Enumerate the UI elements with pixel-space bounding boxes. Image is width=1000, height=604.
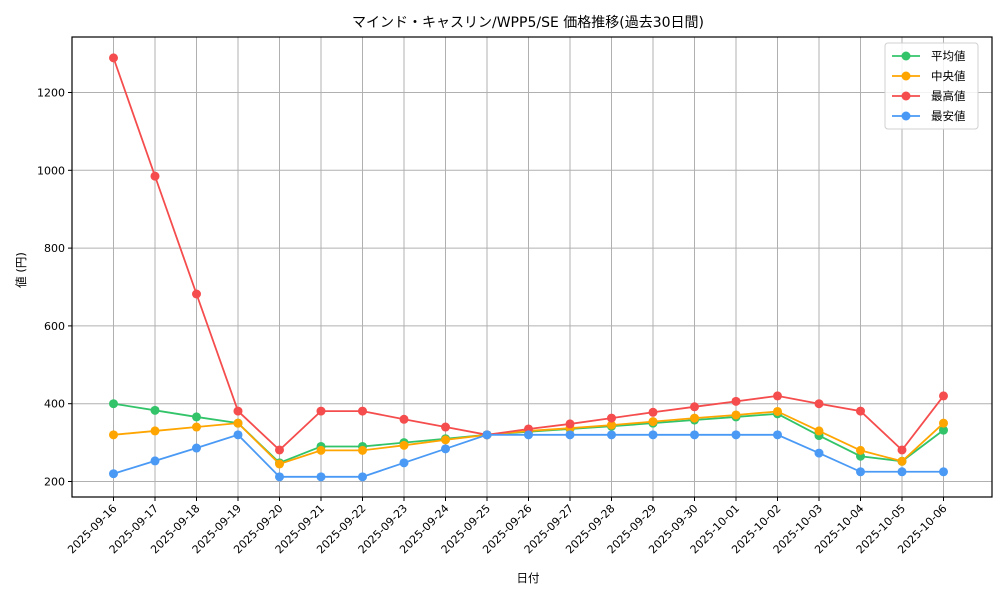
data-point [150, 426, 160, 436]
data-point [565, 419, 575, 429]
data-point [814, 448, 824, 458]
data-point [648, 430, 658, 440]
data-point [109, 399, 118, 409]
x-axis-ticks: 2025-09-162025-09-172025-09-182025-09-19… [65, 497, 950, 556]
y-axis-ticks: 200 400 600 800 1000 1200 [37, 87, 72, 489]
data-point [773, 391, 782, 401]
legend-marker-icon [901, 71, 911, 81]
y-axis-label: 値 (円) [14, 252, 28, 288]
data-point [648, 417, 658, 427]
data-point [441, 422, 450, 432]
data-point [233, 430, 243, 440]
data-point [731, 396, 741, 406]
chart-title: マインド・キャスリン/WPP5/SE 価格推移(過去30日間) [352, 15, 704, 31]
legend-marker-icon [901, 111, 911, 121]
data-point [358, 406, 367, 416]
data-point [690, 430, 699, 440]
data-point [648, 407, 658, 417]
data-point [939, 418, 948, 428]
data-point [731, 410, 741, 420]
data-point [358, 445, 367, 455]
legend-box [884, 42, 979, 130]
y-tick-label: 800 [44, 242, 65, 255]
legend-item: 最安値 [892, 109, 966, 123]
data-point [607, 420, 616, 430]
y-tick-label: 1000 [37, 164, 65, 177]
data-point [897, 445, 907, 455]
legend-item: 平均値 [892, 49, 966, 63]
data-point [482, 430, 492, 440]
data-point [731, 430, 741, 440]
data-point [316, 445, 326, 455]
data-point [814, 426, 824, 436]
data-point [316, 406, 326, 416]
data-point [109, 430, 118, 440]
data-point [939, 391, 948, 401]
data-point [316, 472, 326, 482]
data-point [275, 459, 284, 469]
data-point [897, 467, 907, 477]
plot-frame [71, 36, 993, 498]
data-point [399, 458, 409, 468]
data-point [192, 422, 201, 432]
y-tick-label: 1200 [37, 87, 65, 100]
data-point [814, 399, 824, 409]
series-2 [109, 53, 948, 455]
series-layer [109, 53, 948, 482]
data-point [150, 171, 160, 181]
data-point [109, 469, 118, 479]
data-point [856, 406, 865, 416]
data-point [607, 413, 616, 423]
legend-label: 最高値 [931, 89, 966, 103]
data-point [856, 467, 865, 477]
data-point [399, 440, 409, 450]
legend-label: 平均値 [931, 49, 966, 63]
y-tick-label: 600 [44, 320, 65, 333]
x-axis-label: 日付 [517, 571, 540, 585]
data-point [192, 289, 201, 299]
legend-marker-icon [901, 91, 911, 101]
legend-marker-icon [901, 51, 911, 61]
data-point [441, 435, 450, 445]
data-point [192, 412, 201, 422]
series-3 [109, 430, 948, 482]
data-point [192, 443, 201, 453]
legend-item: 最高値 [892, 89, 966, 103]
data-point [939, 467, 948, 477]
data-point [690, 402, 699, 412]
data-point [358, 472, 367, 482]
data-point [441, 444, 450, 454]
data-point [150, 405, 160, 415]
data-point [607, 430, 616, 440]
data-point [690, 413, 699, 423]
legend-label: 中央値 [931, 69, 966, 83]
data-point [897, 456, 907, 466]
data-point [275, 445, 284, 455]
data-point [109, 53, 118, 63]
data-point [275, 472, 284, 482]
legend-item: 中央値 [892, 69, 966, 83]
data-point [233, 406, 243, 416]
data-point [773, 406, 782, 416]
data-point [939, 425, 948, 435]
data-point [856, 445, 865, 455]
data-point [233, 418, 243, 428]
y-tick-label: 400 [44, 398, 65, 411]
data-point [773, 430, 782, 440]
data-point [565, 430, 575, 440]
data-point [399, 414, 409, 424]
legend-label: 最安値 [931, 109, 966, 123]
y-tick-label: 200 [44, 476, 65, 489]
data-point [150, 456, 160, 466]
data-point [524, 430, 533, 440]
